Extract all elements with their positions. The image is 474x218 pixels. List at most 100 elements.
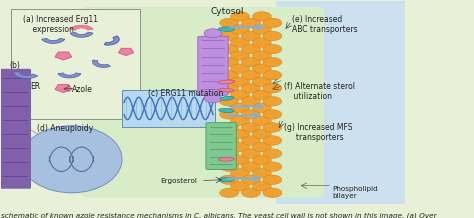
Text: (c) ERG11 mutation: (c) ERG11 mutation — [148, 89, 224, 98]
Circle shape — [219, 70, 238, 80]
Circle shape — [253, 64, 271, 73]
Polygon shape — [104, 36, 119, 45]
Circle shape — [230, 103, 249, 113]
Ellipse shape — [218, 27, 235, 31]
Circle shape — [219, 110, 238, 119]
Circle shape — [204, 29, 222, 38]
Polygon shape — [14, 72, 38, 78]
Circle shape — [253, 25, 271, 34]
Text: Ergosterol: Ergosterol — [160, 178, 197, 184]
Polygon shape — [70, 32, 93, 37]
Polygon shape — [42, 38, 65, 43]
Circle shape — [253, 103, 271, 113]
Circle shape — [230, 182, 249, 191]
FancyBboxPatch shape — [11, 9, 140, 119]
Text: Phospholipid
bilayer: Phospholipid bilayer — [332, 186, 378, 199]
Circle shape — [263, 18, 282, 28]
Ellipse shape — [218, 80, 235, 84]
Circle shape — [263, 175, 282, 184]
Circle shape — [230, 169, 249, 178]
Circle shape — [263, 149, 282, 158]
Circle shape — [242, 97, 260, 106]
FancyBboxPatch shape — [0, 69, 31, 189]
Circle shape — [263, 188, 282, 198]
Circle shape — [219, 31, 238, 41]
Circle shape — [230, 129, 249, 139]
FancyBboxPatch shape — [122, 90, 215, 127]
Text: (b): (b) — [9, 61, 20, 70]
Circle shape — [253, 129, 271, 139]
Circle shape — [242, 18, 260, 28]
Polygon shape — [55, 52, 72, 60]
Ellipse shape — [220, 96, 234, 100]
Ellipse shape — [21, 126, 122, 193]
Text: (g) Increased MFS
     transporters: (g) Increased MFS transporters — [284, 123, 352, 142]
Circle shape — [263, 97, 282, 106]
Circle shape — [263, 123, 282, 132]
Circle shape — [263, 44, 282, 54]
Polygon shape — [58, 73, 81, 78]
Ellipse shape — [218, 157, 234, 161]
FancyBboxPatch shape — [276, 1, 413, 204]
Circle shape — [242, 83, 260, 93]
Circle shape — [263, 70, 282, 80]
Circle shape — [253, 116, 271, 126]
Text: Azole: Azole — [72, 85, 92, 94]
Circle shape — [230, 90, 249, 100]
Circle shape — [242, 31, 260, 41]
Polygon shape — [104, 36, 119, 45]
Circle shape — [253, 51, 271, 60]
Circle shape — [253, 182, 271, 191]
Circle shape — [219, 18, 238, 28]
Polygon shape — [70, 25, 93, 30]
Circle shape — [253, 155, 271, 165]
Circle shape — [242, 110, 260, 119]
Text: Cytosol: Cytosol — [210, 7, 244, 16]
Circle shape — [253, 90, 271, 100]
Circle shape — [219, 97, 238, 106]
Polygon shape — [92, 60, 110, 67]
Text: (a) Increased Erg11
    expression: (a) Increased Erg11 expression — [23, 15, 98, 34]
Circle shape — [219, 162, 238, 171]
Circle shape — [219, 175, 238, 184]
Text: ER: ER — [30, 82, 40, 90]
Circle shape — [253, 142, 271, 152]
Circle shape — [263, 83, 282, 93]
FancyBboxPatch shape — [82, 7, 324, 198]
Circle shape — [230, 38, 249, 47]
Circle shape — [242, 44, 260, 54]
Circle shape — [242, 188, 260, 198]
Circle shape — [263, 110, 282, 119]
Circle shape — [263, 162, 282, 171]
Circle shape — [263, 57, 282, 67]
Circle shape — [219, 44, 238, 54]
Circle shape — [219, 149, 238, 158]
Circle shape — [253, 12, 271, 21]
Circle shape — [230, 64, 249, 73]
Text: (e) Increased
ABC transporters: (e) Increased ABC transporters — [292, 15, 357, 34]
Circle shape — [219, 136, 238, 145]
Polygon shape — [55, 85, 72, 93]
Circle shape — [230, 142, 249, 152]
Circle shape — [219, 83, 238, 93]
Circle shape — [263, 136, 282, 145]
Circle shape — [230, 51, 249, 60]
Circle shape — [230, 155, 249, 165]
Text: (d) Aneuploidy: (d) Aneuploidy — [37, 124, 93, 133]
Circle shape — [242, 136, 260, 145]
Ellipse shape — [218, 177, 235, 182]
Ellipse shape — [219, 89, 234, 92]
Circle shape — [219, 123, 238, 132]
Circle shape — [219, 188, 238, 198]
Circle shape — [242, 162, 260, 171]
Circle shape — [230, 116, 249, 126]
Circle shape — [253, 169, 271, 178]
Circle shape — [204, 94, 222, 103]
Circle shape — [253, 77, 271, 87]
Circle shape — [230, 77, 249, 87]
Circle shape — [242, 57, 260, 67]
FancyBboxPatch shape — [198, 36, 228, 95]
Circle shape — [242, 149, 260, 158]
Circle shape — [253, 38, 271, 47]
Circle shape — [219, 57, 238, 67]
